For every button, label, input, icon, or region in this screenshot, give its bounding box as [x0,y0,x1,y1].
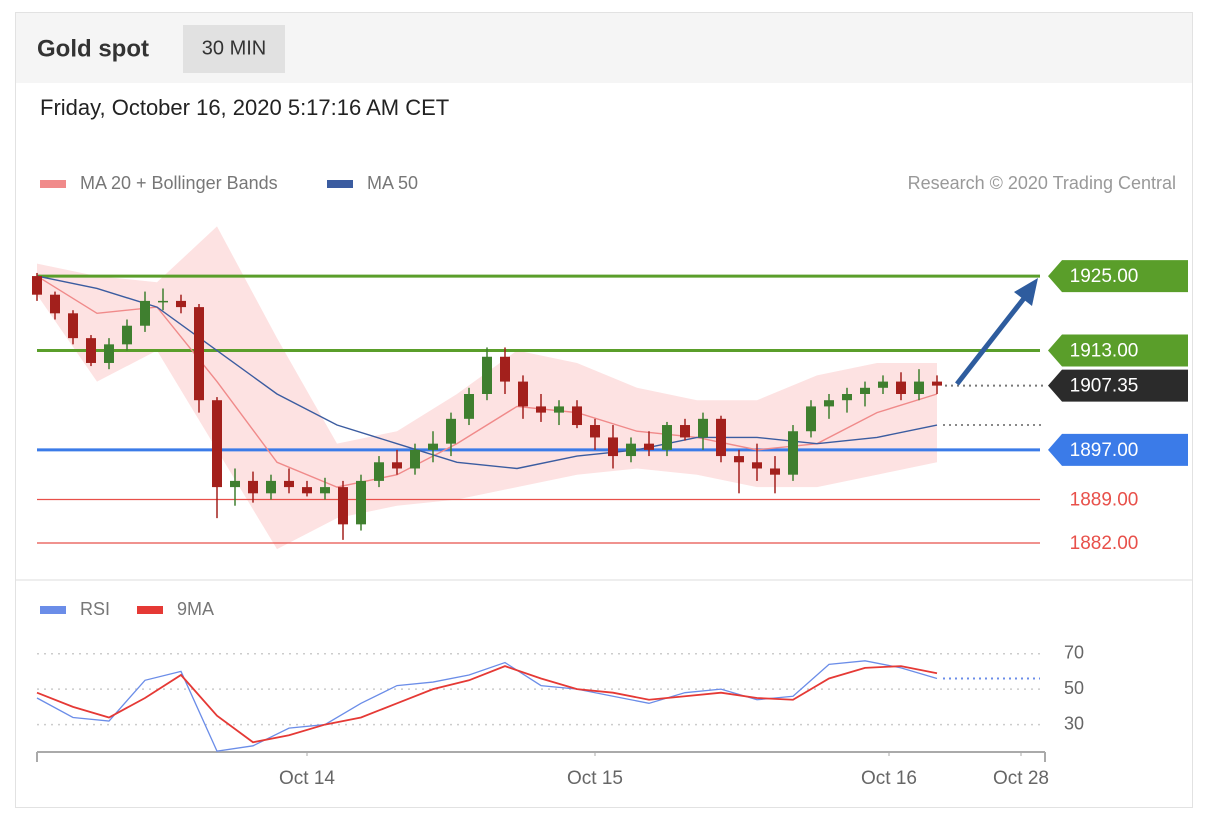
candle-body [860,387,870,394]
forecast-arrow [955,295,1027,386]
candle-body [626,443,636,457]
level-tag [1048,433,1188,466]
candle-body [392,462,402,469]
candle-body [428,443,438,450]
candle-body [536,406,546,413]
level-label: 1907.35 [1070,376,1139,397]
candle-body [806,406,816,432]
timestamp: Friday, October 16, 2020 5:17:16 AM CET [40,95,449,120]
series-line [36,665,938,744]
candle-body [284,480,294,488]
candle-body [356,480,366,525]
level-label: 1882.00 [1070,533,1139,554]
y-tick-label: 70 [1064,642,1084,662]
candle-body [824,400,834,407]
candle-body [248,480,258,494]
candle-body [590,425,600,438]
candle-body [86,338,96,363]
legend-swatch [327,180,353,188]
candle-body [140,300,150,326]
candle-body [878,381,888,388]
candle-body [302,487,312,494]
candle-body [500,356,510,382]
candle-body [770,468,780,475]
candle-body [338,487,348,525]
candle-body [230,480,240,488]
candle-body [932,381,942,386]
credit: Research © 2020 Trading Central [908,173,1176,193]
series-line [36,660,938,752]
level-label: 1897.00 [1070,440,1139,461]
rsi-panel: RSI 9MA 30 50 70 [36,599,1084,752]
candle-body [554,406,564,413]
timeframe-badge[interactable] [183,25,285,73]
y-tick-label: 50 [1064,678,1084,698]
candle-body [374,462,384,481]
candle-body [68,313,78,339]
legend-label: MA 50 [367,173,418,193]
indicator-line [36,275,938,470]
level-tag [1048,334,1188,367]
candle-body [482,356,492,394]
level-tag [1048,369,1188,402]
x-tick-label: Oct 16 [861,768,917,789]
legend-label: MA 20 + Bollinger Bands [80,173,278,193]
candle-body [122,325,132,345]
legend-swatch [40,606,66,614]
candle-body [104,344,114,363]
candle-body [194,307,204,401]
x-tick-label: Oct 28 [993,768,1049,789]
candle-body [896,381,906,394]
candle-body [158,300,168,303]
candle-body [518,381,528,407]
candle-body [644,443,654,450]
candle-body [914,381,924,394]
y-tick-label: 30 [1064,713,1084,733]
level-label: 1889.00 [1070,490,1139,511]
x-tick-label: Oct 15 [567,768,623,789]
x-tick-label: Oct 14 [279,768,335,789]
legend-label: RSI [80,599,110,619]
candle-body [788,431,798,475]
level-label: 1925.00 [1070,266,1139,287]
candle-body [572,406,582,426]
candle-body [212,400,222,488]
candle-body [716,418,726,457]
candle-body [176,300,186,308]
chart-title: Gold spot [37,35,149,62]
candle-body [464,394,474,419]
candle-body [608,437,618,457]
timeframe[interactable]: 30 MIN [202,37,266,59]
candle-body [662,425,672,450]
candle-body [32,276,42,295]
legend-swatch [137,606,163,614]
candle-body [50,294,60,314]
candle-body [680,425,690,438]
candle-body [698,418,708,438]
level-label: 1913.00 [1070,341,1139,362]
level-tag [1048,260,1188,293]
candle-body [446,418,456,444]
candle-body [266,480,276,494]
candle-body [734,456,744,463]
candle-body [752,462,762,469]
legend-label: 9MA [177,599,214,619]
candle-body [842,394,852,401]
indicator-line [36,275,938,488]
price-panel: MA 20 + Bollinger Bands MA 50 1925.00 1913.… [32,173,1188,789]
candle-body [410,449,420,469]
forecast-arrowhead [1014,278,1038,306]
legend-swatch [40,180,66,188]
candle-body [320,487,330,494]
